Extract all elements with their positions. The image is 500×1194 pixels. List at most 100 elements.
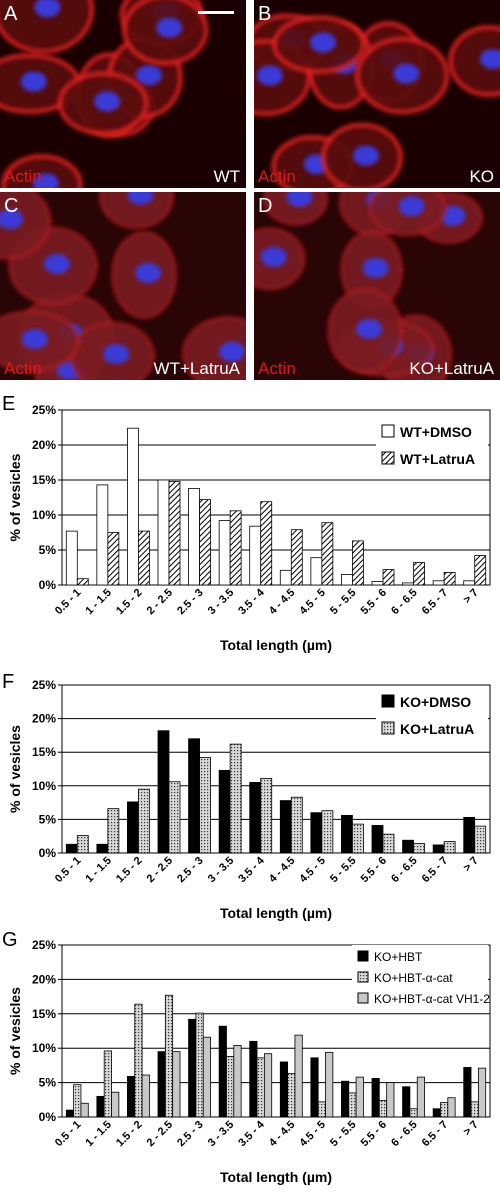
x-tick-label: 2.5 - 3	[175, 1119, 206, 1150]
bar	[96, 1095, 105, 1118]
y-tick-label: 10%	[32, 1041, 56, 1055]
bar	[279, 1061, 289, 1118]
bar	[188, 487, 200, 586]
bar	[218, 1025, 227, 1118]
x-tick-label: 2 - 2.5	[145, 1119, 176, 1150]
x-tick-label: 2 - 2.5	[145, 855, 176, 886]
x-tick-label: 4 - 4.5	[267, 1119, 298, 1150]
x-tick-label: 1.5 - 2	[114, 1119, 145, 1150]
x-axis-label: Total length (µm)	[220, 637, 332, 653]
bar	[103, 1050, 112, 1118]
nucleus	[94, 91, 121, 112]
legend-swatch	[357, 971, 369, 983]
condition-label: WT+LatruA	[154, 359, 241, 378]
bar	[141, 1074, 150, 1118]
nucleus	[256, 65, 283, 86]
bar	[107, 532, 120, 586]
bar	[341, 574, 353, 586]
bar	[195, 1012, 204, 1118]
y-tick-label: 20%	[32, 972, 56, 986]
x-tick-label: 3 - 3.5	[206, 1119, 237, 1150]
bar	[218, 769, 231, 854]
bar	[229, 743, 242, 854]
bar	[233, 1045, 242, 1118]
y-tick-label: 0%	[39, 1110, 57, 1124]
y-axis-label: % of vesicles	[7, 725, 23, 813]
x-tick-label: 4 - 4.5	[267, 587, 298, 618]
cell	[1, 154, 83, 188]
nucleus	[219, 341, 246, 362]
x-tick-label: > 7	[461, 587, 481, 607]
x-tick-label: 2 - 2.5	[145, 587, 176, 618]
bar	[463, 816, 476, 854]
x-tick-label: 3.5 - 4	[236, 854, 267, 885]
nucleus	[32, 173, 59, 188]
x-tick-label: 6 - 6.5	[389, 587, 420, 618]
cell	[0, 0, 95, 54]
x-axis-label: Total length (µm)	[220, 905, 332, 921]
nucleus	[439, 205, 466, 226]
condition-label: KO	[469, 167, 494, 186]
y-tick-label: 5%	[39, 1076, 57, 1090]
bar	[477, 1067, 487, 1118]
x-tick-label: > 7	[461, 1119, 481, 1139]
bar	[127, 427, 139, 586]
bar	[325, 1051, 334, 1118]
legend-swatch	[381, 721, 395, 735]
scale-bar	[198, 11, 234, 14]
x-tick-label: 4.5 - 5	[297, 587, 328, 618]
micrograph: B Actin KO	[254, 0, 500, 188]
x-tick-label: 3 - 3.5	[206, 587, 237, 618]
bar	[290, 796, 303, 854]
bar	[310, 557, 323, 586]
bar	[463, 580, 476, 586]
bar	[172, 1051, 181, 1118]
x-tick-label: 5 - 5.5	[328, 587, 359, 618]
legend-background	[352, 945, 488, 1010]
bar	[402, 839, 414, 854]
legend-label: WT+DMSO	[400, 424, 472, 440]
bar	[290, 529, 303, 586]
bar	[310, 1057, 319, 1118]
bar	[294, 1034, 303, 1118]
x-tick-label: 5 - 5.5	[328, 1119, 359, 1150]
bar	[409, 1108, 418, 1118]
bar	[432, 1108, 441, 1118]
nucleus	[362, 257, 389, 278]
x-tick-label: 0.5 - 1	[53, 855, 84, 886]
bar	[260, 778, 273, 854]
bar	[352, 540, 364, 586]
plot-frame	[61, 944, 491, 1118]
bar	[96, 843, 109, 854]
bar	[413, 843, 425, 854]
legend-label: KO+HBT-α-cat VH1-2	[374, 992, 490, 1006]
x-tick-label: 6 - 6.5	[389, 1119, 420, 1150]
bar	[260, 501, 273, 586]
nucleus	[127, 192, 154, 205]
x-tick-label: 5.5 - 6	[359, 587, 390, 618]
bar	[256, 1057, 265, 1118]
bar	[371, 1078, 380, 1118]
stain-label: Actin	[258, 167, 296, 186]
legend-label: KO+HBT	[374, 950, 423, 964]
bar	[263, 1053, 273, 1118]
x-tick-label: 2.5 - 3	[175, 587, 206, 618]
bar	[402, 582, 414, 586]
bar	[371, 581, 384, 586]
chart-label: G	[2, 929, 18, 951]
legend-background	[376, 690, 488, 746]
legend-swatch	[381, 451, 395, 465]
bar	[249, 782, 262, 854]
y-axis-label: % of vesicles	[7, 453, 23, 541]
legend-swatch	[381, 424, 395, 438]
bar	[168, 480, 181, 586]
y-tick-label: 15%	[32, 745, 56, 759]
bar	[96, 484, 109, 586]
panel-letter: B	[258, 3, 271, 25]
nucleus	[156, 17, 183, 38]
bar	[202, 1036, 211, 1118]
x-axis-label: Total length (µm)	[220, 1169, 332, 1185]
nucleus	[309, 32, 336, 53]
bar	[443, 841, 456, 854]
cell	[448, 25, 500, 98]
